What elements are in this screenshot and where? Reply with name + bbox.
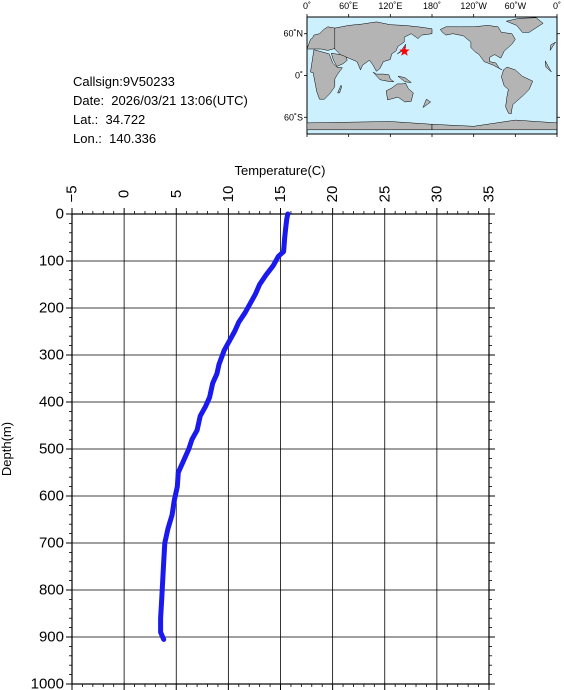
land-shape (431, 119, 558, 131)
y-tick-label: 700 (39, 535, 64, 552)
land-shape (544, 60, 552, 73)
x-tick-label: 20 (324, 186, 341, 203)
map-longitude-label: 120˚W (460, 1, 487, 11)
land-shape (505, 17, 544, 33)
y-tick-label: 1000 (31, 676, 64, 690)
y-tick-label: 300 (39, 347, 64, 364)
station-info: Callsign:9V50233 Date: 2026/03/21 13:06(… (73, 72, 248, 148)
land-shape (549, 41, 556, 51)
temperature-series-line (158, 211, 291, 642)
map-ticks (304, 14, 560, 137)
x-axis-label: Temperature(C) (234, 163, 325, 178)
land-shape (439, 25, 516, 71)
callsign-text: Callsign:9V50233 (73, 74, 175, 89)
series-group (158, 211, 291, 642)
map-latitude-labels: 60˚N 0˚ 60˚S (283, 29, 303, 123)
map-longitude-label: 60˚E (339, 1, 358, 11)
y-tick-label: 400 (39, 394, 64, 411)
y-tick-labels: 0 100 200 300 400 500 600 700 800 900 1000 (31, 206, 64, 690)
star-icon (399, 45, 410, 56)
x-tick-label: 5 (168, 190, 185, 198)
x-tick-label: 25 (376, 186, 393, 203)
latitude-text: Lat.: 34.722 (73, 112, 146, 127)
location-map: 0˚ 60˚E 120˚E 180˚ 120˚W 60˚W 0˚ 60˚N 0˚ 60˚S (283, 1, 561, 137)
map-latitude-label: 60˚N (283, 29, 303, 39)
land-shape (397, 75, 413, 83)
y-tick-label: 600 (39, 488, 64, 505)
y-tick-label: 100 (39, 253, 64, 270)
axis-ticks (66, 208, 495, 690)
land-shape (330, 52, 348, 67)
y-tick-label: 900 (39, 629, 64, 646)
land-shape (310, 49, 343, 100)
map-longitude-label: 0˚ (553, 1, 561, 11)
temperature-profile-chart: −5 0 5 10 15 20 25 30 35 01002003004005006007008… (0, 163, 498, 690)
map-longitude-label: 0˚ (303, 1, 311, 11)
x-tick-label: 35 (481, 186, 498, 203)
y-tick-label: 0 (56, 206, 64, 223)
x-tick-label: 15 (272, 186, 289, 203)
y-tick-label: 800 (39, 582, 64, 599)
x-tick-label: −5 (64, 185, 81, 202)
x-tick-labels: −5 0 5 10 15 20 25 30 35 (64, 185, 498, 202)
map-longitude-label: 120˚E (378, 1, 402, 11)
map-longitude-label: 60˚W (505, 1, 527, 11)
land-shape (385, 82, 414, 103)
map-longitude-label: 180˚ (423, 1, 441, 11)
y-axis-label: Depth(m) (0, 422, 14, 476)
y-tick-label: 200 (39, 300, 64, 317)
longitude-text: Lon.: 140.336 (73, 131, 157, 146)
map-land (306, 17, 558, 131)
land-shape (334, 21, 433, 72)
map-longitude-labels: 0˚ 60˚E 120˚E 180˚ 120˚W 60˚W 0˚ (303, 1, 561, 11)
land-shape (337, 84, 342, 94)
x-tick-label: 0 (116, 190, 133, 198)
x-tick-label: 30 (428, 186, 445, 203)
land-shape (422, 98, 432, 109)
map-latitude-label: 0˚ (295, 71, 303, 81)
land-shape (372, 71, 395, 83)
map-latitude-label: 60˚S (284, 112, 303, 122)
land-shape (501, 66, 534, 115)
date-text: Date: 2026/03/21 13:06(UTC) (73, 93, 248, 108)
y-tick-label: 500 (39, 441, 64, 458)
grid-lines (72, 214, 489, 684)
x-tick-label: 10 (220, 186, 237, 203)
